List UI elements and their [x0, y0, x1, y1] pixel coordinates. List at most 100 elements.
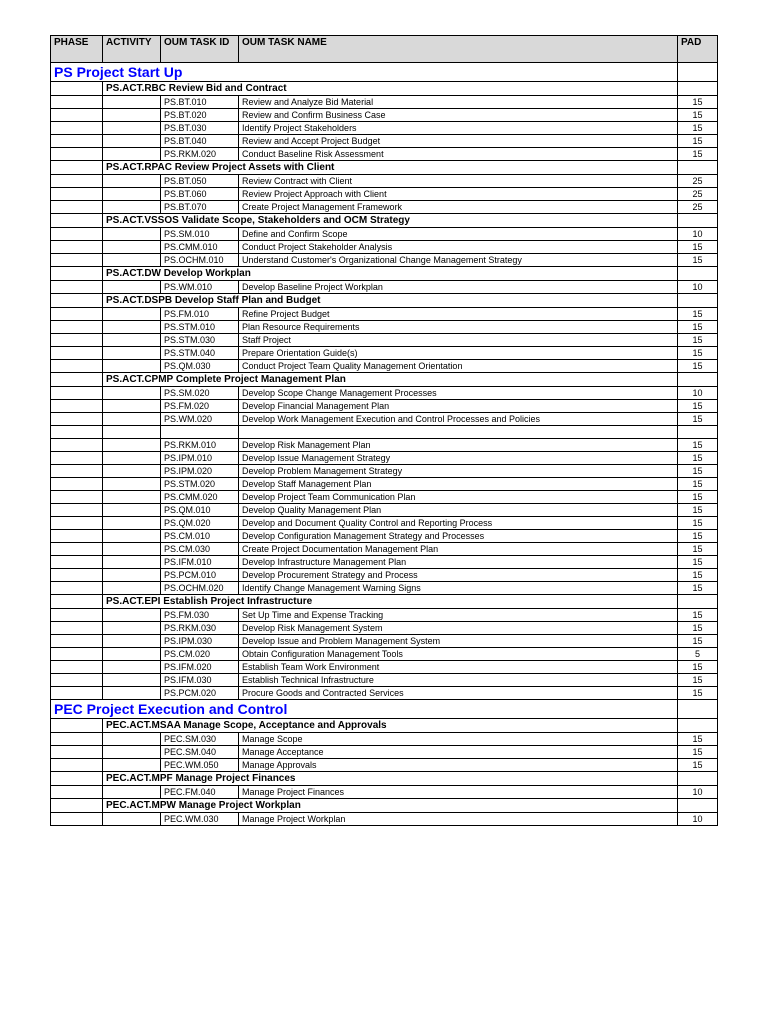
task-id: PEC.SM.040 — [161, 746, 239, 759]
phase-cell — [51, 648, 103, 661]
task-name: Prepare Orientation Guide(s) — [239, 347, 678, 360]
activity-cell — [103, 188, 161, 201]
task-id: PEC.WM.030 — [161, 813, 239, 826]
task-id: PS.RKM.020 — [161, 148, 239, 161]
activity-title: PS.ACT.EPI Establish Project Infrastruct… — [103, 595, 678, 609]
task-row: PS.WM.010Develop Baseline Project Workpl… — [51, 281, 718, 294]
task-row: PEC.SM.030Manage Scope15 — [51, 733, 718, 746]
phase-cell — [51, 661, 103, 674]
phase-cell — [51, 148, 103, 161]
task-row: PS.SM.010Define and Confirm Scope10 — [51, 228, 718, 241]
task-id: PEC.SM.030 — [161, 733, 239, 746]
task-row: PS.BT.050Review Contract with Client25 — [51, 175, 718, 188]
phase-cell — [51, 759, 103, 772]
activity-cell — [103, 109, 161, 122]
pad-cell: 10 — [678, 281, 718, 294]
phase-cell — [51, 175, 103, 188]
task-row: PS.BT.040Review and Accept Project Budge… — [51, 135, 718, 148]
activity-cell — [103, 122, 161, 135]
header-taskid: OUM TASK ID — [161, 36, 239, 63]
phase-cell — [51, 439, 103, 452]
task-name: Identify Project Stakeholders — [239, 122, 678, 135]
activity-cell — [103, 439, 161, 452]
phase-cell — [51, 543, 103, 556]
phase-cell — [51, 360, 103, 373]
document-page: PHASE ACTIVITY OUM TASK ID OUM TASK NAME… — [0, 0, 768, 1024]
activity-cell — [103, 609, 161, 622]
task-name: Manage Acceptance — [239, 746, 678, 759]
pad-cell: 10 — [678, 786, 718, 799]
header-activity: ACTIVITY — [103, 36, 161, 63]
task-id: PS.IFM.020 — [161, 661, 239, 674]
phase-cell — [51, 426, 103, 439]
pad-cell: 15 — [678, 308, 718, 321]
activity-cell — [103, 746, 161, 759]
activity-cell — [103, 387, 161, 400]
phase-cell — [51, 294, 103, 308]
activity-row: PS.ACT.EPI Establish Project Infrastruct… — [51, 595, 718, 609]
task-row: PS.STM.010Plan Resource Requirements15 — [51, 321, 718, 334]
activity-cell — [103, 478, 161, 491]
activity-title: PEC.ACT.MSAA Manage Scope, Acceptance an… — [103, 719, 678, 733]
task-name: Manage Approvals — [239, 759, 678, 772]
activity-cell — [103, 733, 161, 746]
activity-cell — [103, 582, 161, 595]
task-id: PS.FM.010 — [161, 308, 239, 321]
phase-cell — [51, 465, 103, 478]
task-name: Establish Technical Infrastructure — [239, 674, 678, 687]
pad-cell — [678, 772, 718, 786]
activity-row: PS.ACT.CPMP Complete Project Management … — [51, 373, 718, 387]
phase-cell — [51, 109, 103, 122]
pad-cell: 15 — [678, 241, 718, 254]
phase-cell — [51, 746, 103, 759]
phase-cell — [51, 556, 103, 569]
task-row: PS.BT.070Create Project Management Frame… — [51, 201, 718, 214]
activity-row: PEC.ACT.MSAA Manage Scope, Acceptance an… — [51, 719, 718, 733]
activity-cell — [103, 504, 161, 517]
activity-cell — [103, 661, 161, 674]
task-row: PS.IPM.030Develop Issue and Problem Mana… — [51, 635, 718, 648]
pad-cell: 15 — [678, 465, 718, 478]
pad-cell: 15 — [678, 687, 718, 700]
phase-cell — [51, 82, 103, 96]
task-name: Refine Project Budget — [239, 308, 678, 321]
pad-cell: 15 — [678, 347, 718, 360]
task-id: PS.SM.020 — [161, 387, 239, 400]
phase-cell — [51, 622, 103, 635]
task-id: PS.WM.010 — [161, 281, 239, 294]
task-row: PS.OCHM.020Identify Change Management Wa… — [51, 582, 718, 595]
activity-cell — [103, 321, 161, 334]
phase-cell — [51, 719, 103, 733]
activity-title: PS.ACT.DW Develop Workplan — [103, 267, 678, 281]
task-name: Develop and Document Quality Control and… — [239, 517, 678, 530]
phase-cell — [51, 530, 103, 543]
activity-cell — [103, 175, 161, 188]
task-row: PS.RKM.020Conduct Baseline Risk Assessme… — [51, 148, 718, 161]
pad-cell: 15 — [678, 360, 718, 373]
pad-cell: 25 — [678, 201, 718, 214]
task-name: Review Project Approach with Client — [239, 188, 678, 201]
pad-cell: 15 — [678, 504, 718, 517]
activity-cell — [103, 543, 161, 556]
pad-cell — [678, 63, 718, 82]
phase-cell — [51, 308, 103, 321]
task-row: PS.WM.020Develop Work Management Executi… — [51, 413, 718, 426]
pad-cell: 15 — [678, 517, 718, 530]
task-row: PS.STM.030Staff Project15 — [51, 334, 718, 347]
activity-cell — [103, 517, 161, 530]
phase-cell — [51, 609, 103, 622]
activity-cell — [103, 786, 161, 799]
task-row: PS.CM.030Create Project Documentation Ma… — [51, 543, 718, 556]
task-row: PEC.WM.050Manage Approvals15 — [51, 759, 718, 772]
activity-cell — [103, 281, 161, 294]
activity-cell — [103, 674, 161, 687]
task-name: Manage Project Workplan — [239, 813, 678, 826]
task-id: PS.OCHM.010 — [161, 254, 239, 267]
task-row: PS.IFM.020Establish Team Work Environmen… — [51, 661, 718, 674]
pad-cell: 15 — [678, 135, 718, 148]
activity-title: PS.ACT.CPMP Complete Project Management … — [103, 373, 678, 387]
activity-cell — [103, 622, 161, 635]
spacer-row — [51, 426, 718, 439]
task-id: PS.RKM.010 — [161, 439, 239, 452]
activity-cell — [103, 241, 161, 254]
